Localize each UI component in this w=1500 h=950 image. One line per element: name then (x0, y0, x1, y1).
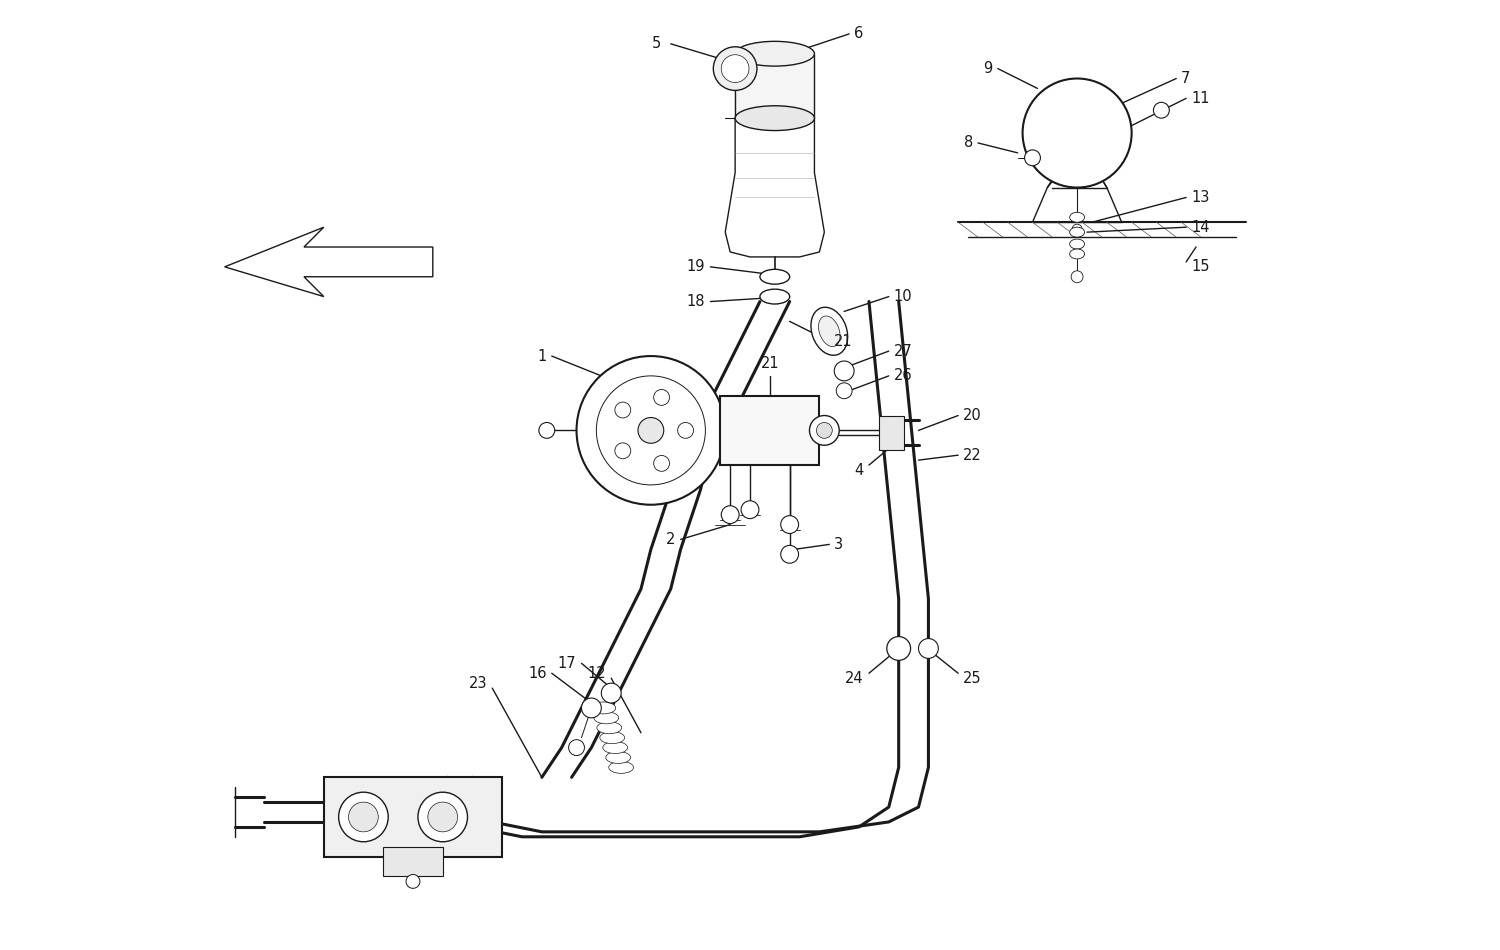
Text: 7: 7 (1180, 71, 1191, 86)
Circle shape (714, 47, 758, 90)
Ellipse shape (1070, 239, 1084, 249)
Bar (382, 846, 442, 877)
Circle shape (339, 792, 388, 842)
Circle shape (638, 417, 664, 444)
Text: 10: 10 (894, 289, 912, 304)
Text: 9: 9 (984, 61, 993, 76)
Text: 17: 17 (558, 656, 576, 671)
Circle shape (678, 423, 693, 438)
Ellipse shape (1070, 227, 1084, 238)
Ellipse shape (760, 269, 789, 284)
Circle shape (582, 698, 602, 718)
Text: 6: 6 (853, 27, 864, 42)
Circle shape (602, 683, 621, 703)
Circle shape (780, 516, 798, 534)
Text: 16: 16 (528, 666, 548, 681)
Circle shape (576, 356, 724, 504)
Ellipse shape (812, 307, 847, 355)
Circle shape (538, 423, 555, 438)
Text: 2: 2 (666, 532, 675, 547)
Ellipse shape (1070, 249, 1084, 259)
Circle shape (886, 636, 910, 660)
Circle shape (615, 443, 630, 459)
Polygon shape (225, 227, 434, 296)
Circle shape (836, 383, 852, 399)
Circle shape (419, 792, 468, 842)
Text: 21: 21 (834, 333, 854, 349)
Ellipse shape (735, 42, 815, 66)
Circle shape (1072, 224, 1082, 234)
Ellipse shape (819, 316, 840, 347)
Circle shape (654, 390, 669, 406)
Text: 3: 3 (834, 537, 843, 552)
Text: 4: 4 (855, 463, 864, 478)
Ellipse shape (594, 712, 618, 724)
Ellipse shape (606, 751, 630, 764)
Text: 24: 24 (846, 671, 864, 686)
Circle shape (427, 802, 458, 832)
Bar (879, 415, 903, 450)
Text: 11: 11 (1191, 91, 1209, 105)
Circle shape (1023, 79, 1131, 187)
Circle shape (1154, 103, 1170, 118)
Circle shape (406, 874, 420, 888)
Circle shape (568, 740, 585, 755)
Circle shape (918, 638, 939, 658)
Text: 15: 15 (1191, 259, 1209, 275)
Circle shape (654, 455, 669, 471)
Text: 1: 1 (537, 349, 548, 364)
Circle shape (816, 423, 833, 438)
Ellipse shape (1070, 212, 1084, 222)
Text: 18: 18 (687, 294, 705, 309)
Ellipse shape (597, 722, 621, 733)
Ellipse shape (591, 702, 615, 713)
Text: 22: 22 (963, 447, 982, 463)
Text: 5: 5 (651, 36, 662, 51)
Text: 13: 13 (1191, 190, 1209, 205)
Text: 23: 23 (470, 675, 488, 691)
Text: 8: 8 (964, 136, 974, 150)
Circle shape (597, 376, 705, 485)
Bar (735, 54, 815, 118)
Text: 26: 26 (894, 369, 912, 384)
Bar (720, 396, 819, 466)
Circle shape (780, 545, 798, 563)
Ellipse shape (600, 732, 624, 744)
Text: 21: 21 (760, 356, 778, 370)
Text: 27: 27 (894, 344, 912, 358)
Circle shape (1024, 150, 1041, 165)
Circle shape (741, 501, 759, 519)
Circle shape (348, 802, 378, 832)
Circle shape (722, 505, 740, 523)
Ellipse shape (609, 762, 633, 773)
Circle shape (615, 402, 630, 418)
Ellipse shape (735, 105, 815, 130)
Ellipse shape (760, 289, 789, 304)
Circle shape (810, 415, 838, 446)
Text: 12: 12 (588, 666, 606, 681)
Circle shape (722, 55, 748, 83)
Ellipse shape (603, 742, 627, 753)
Text: 14: 14 (1191, 219, 1209, 235)
Text: 19: 19 (687, 259, 705, 275)
Bar (324, 777, 502, 857)
Circle shape (834, 361, 854, 381)
Text: 20: 20 (963, 408, 982, 423)
Text: 25: 25 (963, 671, 981, 686)
Circle shape (1071, 271, 1083, 283)
